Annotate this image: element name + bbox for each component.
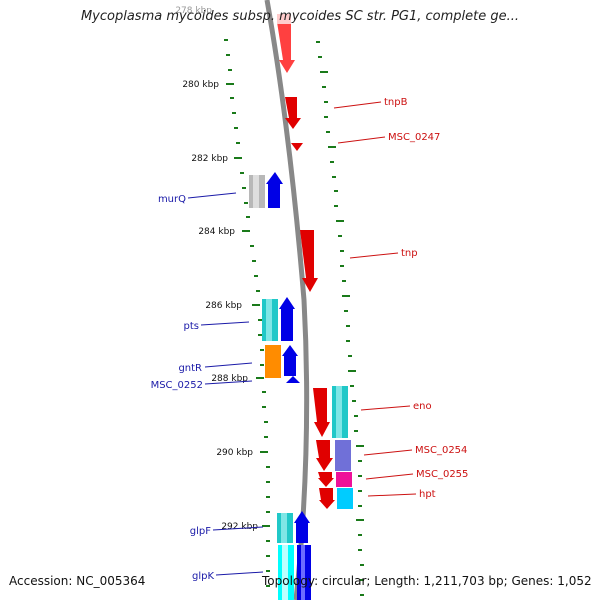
gene-label-glpF: glpF: [190, 526, 211, 537]
cog-box-eno-highlight: [336, 386, 342, 438]
forward-strand-genes: [277, 14, 335, 509]
gene-arrow-MSC_0247: [291, 143, 303, 151]
gene-label-MSC_0254: MSC_0254: [415, 445, 467, 456]
cog-box-glpF-highlight: [281, 513, 287, 543]
cog-box-murQ-highlight: [253, 175, 259, 208]
kbp-label-278: 278 kbp: [175, 6, 212, 16]
gene-label-pts: pts: [184, 321, 199, 332]
gene-label-murQ: murQ: [158, 194, 186, 205]
kbp-label-290: 290 kbp: [216, 448, 253, 458]
gene-label-tnp: tnp: [401, 248, 418, 259]
kbp-label-284: 284 kbp: [198, 227, 235, 237]
gene-label-gntR: gntR: [178, 363, 202, 374]
gene-arrow-glpF-blue: [294, 511, 310, 543]
cog-box-gntR: [265, 345, 281, 378]
gene-arrow-tnp: [300, 230, 318, 292]
kbp-label-292: 292 kbp: [221, 522, 258, 532]
cog-box-pts-highlight: [266, 299, 272, 341]
gene-arrow-MSC_0252-blue: [286, 376, 300, 383]
gene-label-hpt: hpt: [419, 489, 436, 500]
kbp-label-288: 288 kbp: [211, 374, 248, 384]
label-leaders-left: [187, 192, 264, 576]
kbp-label-282: 282 kbp: [191, 154, 228, 164]
gene-arrow-hpt-red: [319, 488, 335, 509]
gene-label-glpK: glpK: [192, 571, 214, 582]
cog-box-MSC_0254: [335, 440, 351, 471]
gene-label-MSC_0255: MSC_0255: [416, 469, 468, 480]
gene-label-MSC_0247: MSC_0247: [388, 132, 440, 143]
gene-arrow-MSC_0254-red: [316, 440, 333, 471]
gene-arrow-tnpB-upstream: [277, 22, 295, 73]
gene-arrow-fade: [277, 14, 291, 24]
gene-label-eno: eno: [413, 401, 432, 412]
accession-label: Accession: NC_005364: [9, 574, 146, 588]
gene-arrow-MSC_0255-red: [318, 472, 334, 487]
gene-label-tnpB: tnpB: [384, 97, 408, 108]
kbp-labels: 278 kbp 280 kbp 282 kbp 284 kbp 286 kbp …: [175, 6, 258, 532]
kbp-label-280: 280 kbp: [182, 80, 219, 90]
gene-label-MSC_0252: MSC_0252: [151, 380, 203, 391]
gene-arrow-murQ-blue: [266, 172, 283, 208]
ruler-ticks-right: [316, 41, 364, 596]
ruler-ticks-left: [224, 39, 270, 587]
gene-labels-left: murQ pts gntR MSC_0252 glpF glpK: [151, 194, 215, 582]
reverse-strand-genes: [249, 172, 311, 600]
topology-label: Topology: circular; Length: 1,211,703 bp…: [262, 574, 592, 588]
gene-arrow-pts-blue: [279, 297, 295, 341]
cog-boxes-forward: [332, 386, 353, 509]
kbp-label-286: 286 kbp: [205, 301, 242, 311]
cog-box-glpK-highlight: [282, 545, 288, 600]
cog-box-MSC_0255: [336, 472, 352, 487]
gene-labels-right: tnpB MSC_0247 tnp eno MSC_0254 MSC_0255 …: [384, 97, 468, 500]
map-title: Mycoplasma mycoides subsp. mycoides SC s…: [80, 9, 520, 24]
genome-backbone: [264, 0, 310, 600]
label-leaders-right: [333, 101, 417, 497]
cog-box-hpt: [337, 488, 353, 509]
gene-arrow-gntR-blue: [282, 345, 298, 376]
gene-arrow-tnpB: [285, 97, 301, 129]
gene-arrow-eno-red: [313, 388, 330, 437]
